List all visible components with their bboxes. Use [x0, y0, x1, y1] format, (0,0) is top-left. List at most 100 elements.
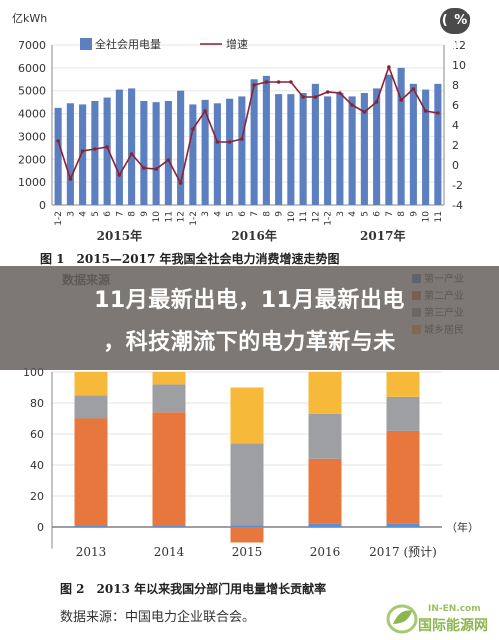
x-tick-label: 3	[336, 211, 346, 217]
x-tick-label: 11	[164, 211, 174, 222]
consumption-bar	[336, 93, 344, 205]
y-tick-label: 60	[30, 428, 44, 441]
growth-point	[166, 158, 171, 162]
x-tick-label: 8	[397, 211, 407, 217]
y-tick-label: 5000	[18, 85, 46, 98]
growth-point	[56, 139, 60, 143]
consumption-bar	[360, 93, 368, 205]
x-tick-label: 1-2	[54, 211, 64, 226]
year-label: 2016年	[231, 228, 276, 243]
consumption-bar	[201, 99, 209, 205]
x-tick-label: 8	[262, 211, 272, 217]
legend-label-growth: 增速	[226, 37, 248, 51]
consumption-bar	[152, 102, 160, 205]
y2-tick-label: 6	[452, 99, 459, 112]
y2-tick-label: 4	[452, 119, 459, 132]
growth-point	[338, 91, 342, 95]
data-source: 数据来源：中国电力企业联合会。	[60, 609, 255, 625]
y2-tick-label: 10	[452, 59, 466, 72]
stacked-segment	[152, 372, 186, 385]
growth-point	[362, 110, 367, 114]
growth-point	[240, 137, 244, 141]
x-tick-label: 3	[66, 211, 76, 217]
growth-point	[129, 152, 134, 156]
year-label: 2015年	[97, 228, 142, 243]
x-tick-label: 10	[287, 211, 297, 223]
stacked-segment	[230, 527, 264, 543]
growth-point	[203, 109, 207, 113]
consumption-bar	[250, 79, 258, 205]
growth-point	[423, 109, 428, 113]
consumption-bar	[66, 103, 74, 205]
x-axis-unit: （年）	[446, 520, 479, 534]
x-tick-label: 10	[152, 211, 162, 223]
y-tick-label: 1000	[18, 176, 46, 189]
consumption-bar	[115, 89, 123, 205]
consumption-bar	[311, 83, 319, 205]
growth-point	[289, 80, 293, 84]
x-tick-label: 5	[91, 211, 101, 217]
y-tick-label: 7000	[18, 39, 46, 52]
y2-tick-label: -4	[452, 199, 463, 212]
growth-point	[178, 181, 183, 185]
leaf-logo-icon	[386, 604, 418, 634]
consumption-bar	[128, 88, 136, 205]
x-tick-label: 2016	[310, 545, 341, 559]
headline-line-1[interactable]: 11月最新出电，11月最新出电	[94, 288, 405, 313]
growth-point	[399, 98, 403, 102]
y2-tick-label: 8	[452, 79, 459, 92]
stacked-segment	[74, 525, 108, 527]
x-tick-label: 2015	[232, 545, 263, 559]
stacked-segment	[308, 413, 342, 459]
stacked-segment	[74, 418, 108, 526]
x-tick-label: 9	[140, 211, 150, 217]
stacked-segment	[386, 372, 420, 397]
x-tick-label: 12	[177, 211, 187, 222]
growth-point	[68, 177, 73, 181]
x-tick-label: 1-2	[324, 211, 334, 226]
stacked-segment	[74, 372, 108, 396]
x-tick-label: 2014	[154, 545, 185, 559]
growth-line	[57, 64, 439, 186]
y-tick-label: 40	[30, 459, 44, 472]
chart2-caption: 图 2 2013 年以来我国分部门用电量增长贡献率	[60, 581, 326, 596]
headline-overlay	[0, 266, 499, 370]
consumption-bar	[103, 97, 111, 205]
growth-point	[215, 140, 220, 144]
consumption-bar	[385, 74, 393, 205]
watermark-cn: 国际能源网	[418, 618, 488, 634]
growth-point	[191, 127, 195, 131]
consumption-bar	[91, 101, 99, 205]
consumption-bar	[79, 104, 87, 205]
consumption-bar	[54, 107, 62, 205]
consumption-bar	[213, 103, 221, 205]
consumption-bar	[262, 75, 270, 205]
consumption-bar	[373, 88, 381, 205]
left-axis-unit: 亿kWh	[12, 12, 47, 25]
stacked-segment	[308, 458, 342, 524]
stacked-segment	[152, 525, 186, 527]
share-badge[interactable]: ( % )	[440, 8, 470, 54]
y-tick-label: 0	[37, 521, 44, 534]
x-tick-label: 5	[226, 211, 236, 217]
stacked-segment	[74, 395, 108, 419]
x-tick-label: 4	[213, 211, 223, 217]
stacked-segment	[230, 387, 264, 444]
consumption-bar	[348, 96, 356, 205]
consumption-bar	[324, 96, 332, 205]
stacked-segment	[308, 372, 342, 414]
stacked-segment	[230, 525, 264, 527]
growth-point	[252, 83, 256, 87]
headline-line-2[interactable]: ，科技潮流下的电力革新与未	[103, 330, 396, 355]
x-tick-label: 4	[79, 211, 89, 217]
x-tick-label: 9	[409, 211, 419, 217]
stacked-segment	[386, 430, 420, 524]
consumption-bar	[275, 94, 283, 205]
y-tick-label: 20	[30, 490, 44, 503]
x-tick-label: 2017 (预计)	[369, 545, 437, 559]
stacked-segment	[152, 412, 186, 526]
x-tick-label: 12	[311, 211, 321, 222]
growth-point	[374, 100, 379, 104]
growth-point	[276, 80, 281, 84]
